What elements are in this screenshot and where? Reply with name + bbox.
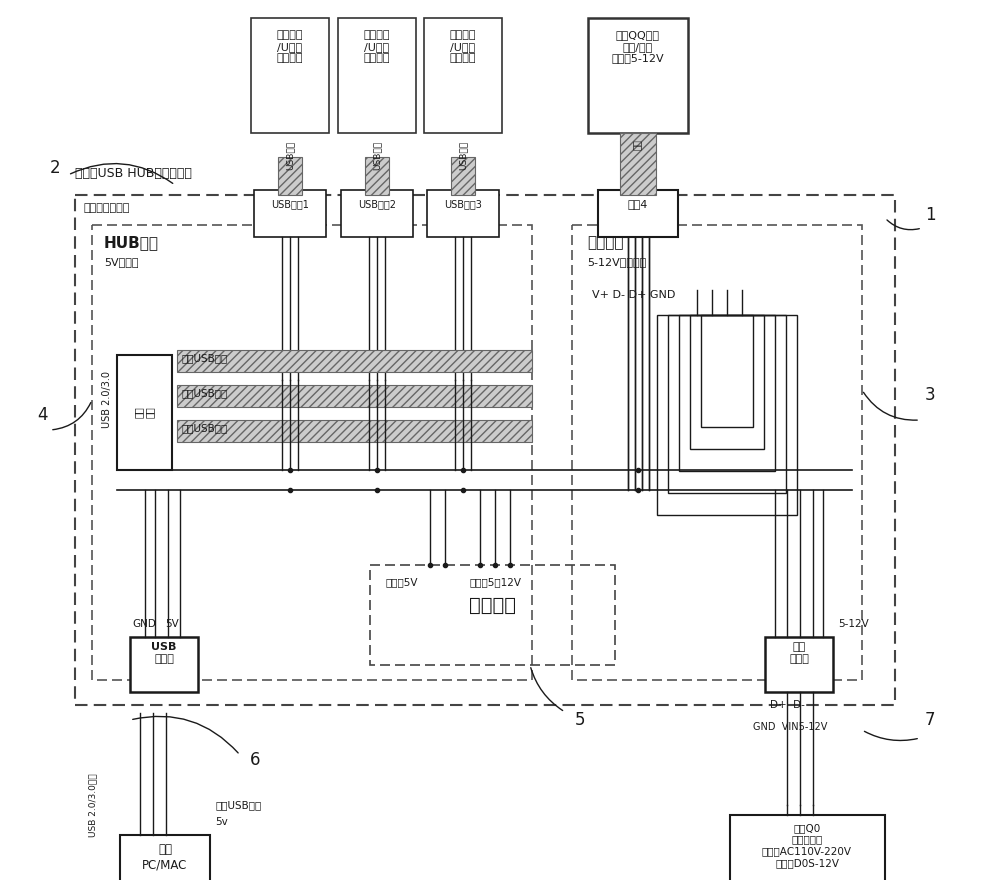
- Text: GND  VIN5-12V: GND VIN5-12V: [753, 722, 827, 732]
- Bar: [765, 637, 833, 692]
- Bar: [75, 195, 895, 705]
- Text: 线缆: 线缆: [634, 140, 642, 150]
- Text: 5-12V动态电压: 5-12V动态电压: [587, 257, 646, 267]
- Bar: [690, 315, 764, 449]
- Bar: [177, 420, 532, 442]
- Text: USB
输入口: USB 输入口: [151, 642, 177, 664]
- Text: 分支USB线组: 分支USB线组: [182, 423, 228, 433]
- Bar: [254, 190, 326, 237]
- Text: V+ D- D+ GND: V+ D- D+ GND: [592, 290, 675, 300]
- Text: USB 2.0/3.0: USB 2.0/3.0: [102, 371, 112, 429]
- Bar: [338, 18, 416, 133]
- Text: 移动硬盘
/U盘等
数据外设: 移动硬盘 /U盘等 数据外设: [277, 30, 303, 63]
- Bar: [668, 315, 786, 493]
- Text: D+  D-: D+ D-: [770, 700, 805, 710]
- Text: 整个电路板区域: 整个电路板区域: [83, 203, 129, 213]
- Text: USB接口1: USB接口1: [271, 199, 309, 209]
- Bar: [177, 385, 532, 407]
- Bar: [278, 157, 302, 195]
- Text: USB线缆: USB线缆: [458, 141, 468, 170]
- Text: 标准Q0
快充适配器
输入：AC110V-220V
输出：D0S-12V: 标准Q0 快充适配器 输入：AC110V-220V 输出：D0S-12V: [762, 823, 852, 868]
- Text: 5V电压区: 5V电压区: [104, 257, 138, 267]
- Text: 稳压电路: 稳压电路: [468, 596, 516, 614]
- Bar: [177, 350, 532, 372]
- Bar: [370, 565, 615, 665]
- Text: 输出：5V: 输出：5V: [385, 577, 418, 587]
- Text: 接口4: 接口4: [628, 199, 648, 209]
- Text: 分支USB线组: 分支USB线组: [182, 388, 228, 398]
- Text: 5: 5: [575, 711, 585, 729]
- Bar: [588, 18, 688, 133]
- Text: 移动硬盘
/U盘等
数据外设: 移动硬盘 /U盘等 数据外设: [450, 30, 476, 63]
- Bar: [657, 315, 797, 515]
- Text: HUB电路: HUB电路: [104, 235, 159, 250]
- Text: USB线缆: USB线缆: [372, 141, 382, 170]
- Bar: [427, 190, 499, 237]
- Text: USB接口2: USB接口2: [358, 199, 396, 209]
- Bar: [117, 355, 172, 470]
- Bar: [130, 637, 198, 692]
- Text: 5v: 5v: [215, 817, 228, 827]
- Text: 移动硬盘
/U盘等
数据外设: 移动硬盘 /U盘等 数据外设: [364, 30, 390, 63]
- Bar: [120, 835, 210, 880]
- Bar: [92, 225, 532, 680]
- Text: 1: 1: [925, 206, 935, 224]
- Text: 输入：5－12V: 输入：5－12V: [470, 577, 522, 587]
- Text: 5-12V: 5-12V: [838, 619, 869, 629]
- Text: 分流电路: 分流电路: [587, 235, 624, 250]
- Text: 多功能USB HUB（集线器）: 多功能USB HUB（集线器）: [75, 167, 192, 180]
- Bar: [365, 157, 389, 195]
- Text: 电脑
PC/MAC: 电脑 PC/MAC: [142, 843, 188, 871]
- Text: 电脑USB接口: 电脑USB接口: [215, 800, 261, 810]
- Text: 5V: 5V: [165, 619, 179, 629]
- Text: 电源
输入口: 电源 输入口: [789, 642, 809, 664]
- Bar: [598, 190, 678, 237]
- Text: GND: GND: [132, 619, 156, 629]
- Bar: [341, 190, 413, 237]
- Bar: [730, 815, 885, 880]
- Bar: [679, 315, 775, 471]
- Text: 分支USB线组: 分支USB线组: [182, 353, 228, 363]
- Text: 4: 4: [37, 406, 47, 424]
- Text: 3: 3: [925, 386, 935, 404]
- Text: USB接口3: USB接口3: [444, 199, 482, 209]
- Bar: [251, 18, 329, 133]
- Text: USB线缆: USB线缆: [286, 141, 294, 170]
- Bar: [451, 157, 475, 195]
- Bar: [572, 225, 862, 680]
- Text: 7: 7: [925, 711, 935, 729]
- Text: 2: 2: [50, 159, 60, 177]
- Text: USB 2.0/3.0线缆: USB 2.0/3.0线缆: [88, 774, 98, 837]
- Bar: [424, 18, 502, 133]
- Bar: [701, 315, 753, 427]
- Text: 支持QQ快充
手机/设备
输入：5-12V: 支持QQ快充 手机/设备 输入：5-12V: [612, 30, 664, 63]
- Text: 线缆
转换: 线缆 转换: [133, 407, 155, 418]
- Bar: [620, 133, 656, 195]
- Text: 6: 6: [250, 751, 260, 769]
